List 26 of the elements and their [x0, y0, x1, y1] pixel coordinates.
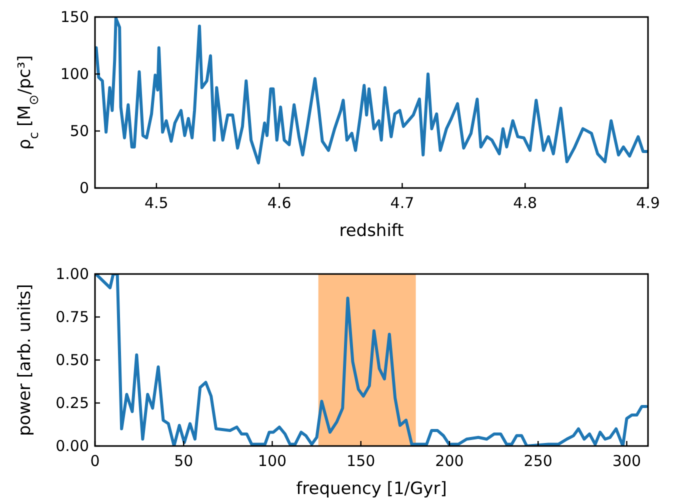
y-axis-title: power [arb. units] [15, 284, 35, 436]
x-tick-label: 4.7 [390, 194, 414, 212]
y-tick-label: 0.00 [56, 437, 89, 455]
x-tick-label: 4.8 [513, 194, 538, 212]
y-tick-label: 1.00 [56, 265, 89, 283]
x-tick-label: 150 [346, 452, 376, 470]
y-tick-label: 0 [79, 179, 89, 197]
x-tick-label: 4.5 [144, 194, 168, 212]
y-tick-label: 0.75 [56, 308, 89, 326]
x-axis-title: redshift [339, 221, 404, 241]
x-tick-label: 4.6 [267, 194, 292, 212]
y-tick-label: 150 [60, 8, 89, 26]
line-series [95, 17, 648, 164]
x-tick-label: 0 [90, 452, 100, 470]
x-tick-label: 250 [524, 452, 552, 470]
x-tick-label: 100 [258, 452, 287, 470]
y-tick-label: 100 [60, 65, 89, 83]
y-tick-label: 0.50 [56, 351, 89, 369]
x-tick-label: 300 [612, 452, 642, 470]
x-tick-label: 4.9 [636, 194, 660, 212]
line-series [95, 274, 648, 446]
x-axis-title: frequency [1/Gyr] [296, 479, 447, 499]
y-tick-label: 50 [70, 122, 89, 140]
y-tick-label: 0.25 [56, 394, 89, 412]
x-tick-label: 50 [174, 452, 194, 470]
x-tick-label: 200 [435, 452, 464, 470]
